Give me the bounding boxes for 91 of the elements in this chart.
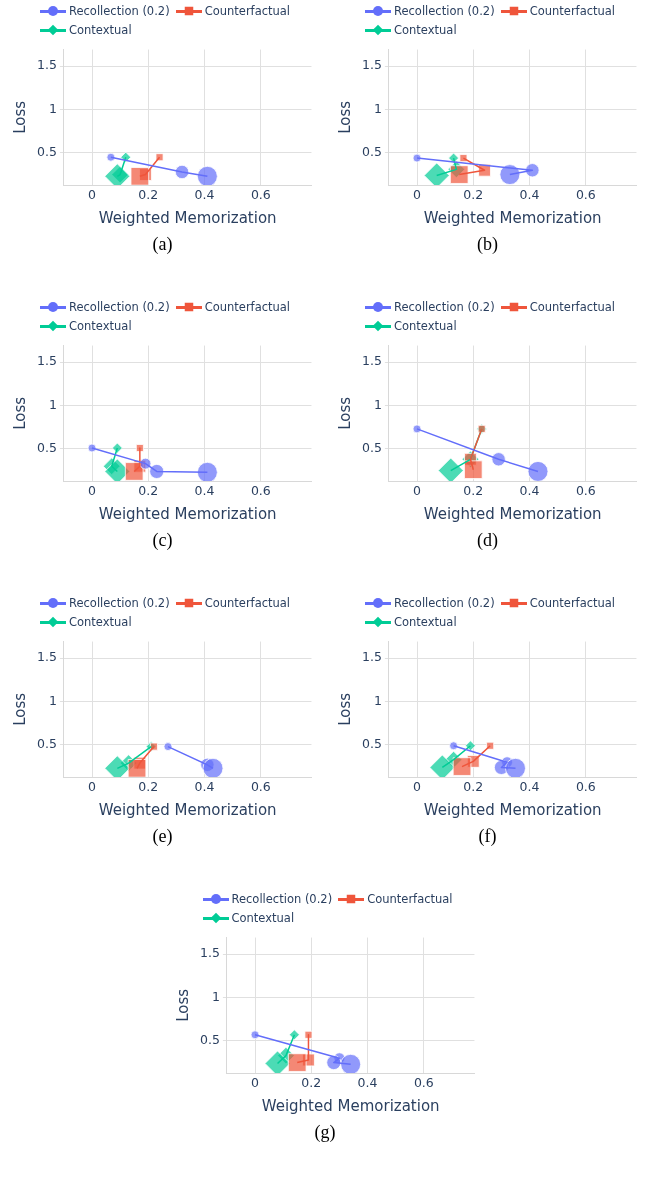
y-tick-label: 1 bbox=[373, 692, 382, 708]
x-tick-label: 0 bbox=[88, 482, 97, 498]
x-tick-label: 0.2 bbox=[138, 778, 159, 794]
x-tick-label: 0.4 bbox=[519, 778, 540, 794]
legend-label: Contextual bbox=[69, 318, 132, 335]
x-axis-title: Weighted Memorization bbox=[423, 800, 602, 819]
legend-label: Recollection (0.2) bbox=[69, 299, 170, 316]
x-axis-title: Weighted Memorization bbox=[98, 504, 277, 523]
y-tick-label: 1 bbox=[373, 396, 382, 412]
text: (g) bbox=[313, 1122, 337, 1143]
legend-label: Contextual bbox=[69, 614, 132, 631]
legend-label: Contextual bbox=[394, 614, 457, 631]
x-tick-label: 0.6 bbox=[250, 778, 271, 794]
x-axis-title: Weighted Memorization bbox=[98, 208, 277, 227]
x-tick-label: 0.2 bbox=[300, 1074, 321, 1090]
x-tick-label: 0 bbox=[88, 186, 97, 202]
y-tick-label: 1.5 bbox=[361, 57, 382, 73]
text: (c) bbox=[151, 530, 174, 551]
legend-label: Counterfactual bbox=[529, 595, 616, 612]
y-tick-label: 0.5 bbox=[36, 144, 57, 160]
x-axis-title: Weighted Memorization bbox=[423, 504, 602, 523]
y-tick-label: 0.5 bbox=[199, 1032, 220, 1048]
y-tick-label: 0.5 bbox=[361, 736, 382, 752]
legend-label: Recollection (0.2) bbox=[69, 3, 170, 20]
y-axis-title: Loss bbox=[10, 396, 29, 430]
legend-label: Recollection (0.2) bbox=[394, 595, 495, 612]
x-tick-label: 0.4 bbox=[194, 482, 215, 498]
x-tick-label: 0 bbox=[413, 482, 422, 498]
legend-label: Counterfactual bbox=[204, 299, 291, 316]
legend-label: Contextual bbox=[394, 318, 457, 335]
x-axis-title: Weighted Memorization bbox=[261, 1096, 440, 1115]
y-tick-label: 0.5 bbox=[361, 144, 382, 160]
legend-label: Contextual bbox=[231, 910, 295, 927]
x-tick-label: 0.6 bbox=[575, 778, 596, 794]
x-tick-label: 0.6 bbox=[575, 186, 596, 202]
legend-label: Recollection (0.2) bbox=[231, 891, 333, 908]
legend-label: Contextual bbox=[69, 22, 132, 39]
y-tick-label: 1.5 bbox=[199, 945, 220, 961]
x-tick-label: 0.4 bbox=[194, 778, 215, 794]
y-axis-title: Loss bbox=[335, 396, 354, 430]
legend-label: Counterfactual bbox=[529, 3, 616, 20]
y-axis-title: Loss bbox=[335, 692, 354, 726]
legend-label: Recollection (0.2) bbox=[394, 3, 495, 20]
x-tick-label: 0.2 bbox=[138, 482, 159, 498]
legend-label: Counterfactual bbox=[204, 595, 291, 612]
legend-label: Counterfactual bbox=[529, 299, 616, 316]
legend-label: Recollection (0.2) bbox=[69, 595, 170, 612]
text: (d) bbox=[476, 530, 499, 551]
x-tick-label: 0 bbox=[250, 1074, 259, 1090]
y-tick-label: 1 bbox=[211, 988, 220, 1004]
text: (f) bbox=[477, 826, 498, 847]
y-tick-label: 0.5 bbox=[361, 440, 382, 456]
y-tick-label: 1.5 bbox=[36, 57, 57, 73]
y-tick-label: 1.5 bbox=[36, 649, 57, 665]
x-tick-label: 0 bbox=[413, 778, 422, 794]
y-tick-label: 1.5 bbox=[36, 353, 57, 369]
x-tick-label: 0.4 bbox=[194, 186, 215, 202]
y-tick-label: 0.5 bbox=[36, 736, 57, 752]
x-tick-label: 0.4 bbox=[519, 186, 540, 202]
x-tick-label: 0.4 bbox=[519, 482, 540, 498]
y-tick-label: 1 bbox=[48, 396, 57, 412]
x-tick-label: 0.6 bbox=[413, 1074, 434, 1090]
text: (a) bbox=[151, 234, 174, 255]
y-axis-title: Loss bbox=[10, 100, 29, 134]
x-axis-title: Weighted Memorization bbox=[98, 800, 277, 819]
x-axis-title: Weighted Memorization bbox=[423, 208, 602, 227]
y-axis-title: Loss bbox=[173, 988, 192, 1022]
y-axis-title: Loss bbox=[10, 692, 29, 726]
x-tick-label: 0.6 bbox=[250, 186, 271, 202]
x-tick-label: 0.2 bbox=[138, 186, 159, 202]
x-tick-label: 0.4 bbox=[357, 1074, 378, 1090]
y-tick-label: 1 bbox=[48, 100, 57, 116]
legend-label: Counterfactual bbox=[367, 891, 453, 908]
legend-label: Counterfactual bbox=[204, 3, 291, 20]
legend-label: Contextual bbox=[394, 22, 457, 39]
y-tick-label: 1.5 bbox=[361, 353, 382, 369]
y-tick-label: 0.5 bbox=[36, 440, 57, 456]
y-tick-label: 1 bbox=[48, 692, 57, 708]
x-tick-label: 0.6 bbox=[250, 482, 271, 498]
y-axis-title: Loss bbox=[335, 100, 354, 134]
text: (b) bbox=[476, 234, 499, 255]
text: (e) bbox=[151, 826, 174, 847]
x-tick-label: 0.2 bbox=[463, 482, 484, 498]
y-tick-label: 1.5 bbox=[361, 649, 382, 665]
x-tick-label: 0 bbox=[413, 186, 422, 202]
legend-label: Recollection (0.2) bbox=[394, 299, 495, 316]
x-tick-label: 0.2 bbox=[463, 778, 484, 794]
y-tick-label: 1 bbox=[373, 100, 382, 116]
x-tick-label: 0.6 bbox=[575, 482, 596, 498]
x-tick-label: 0.2 bbox=[463, 186, 484, 202]
x-tick-label: 0 bbox=[88, 778, 97, 794]
